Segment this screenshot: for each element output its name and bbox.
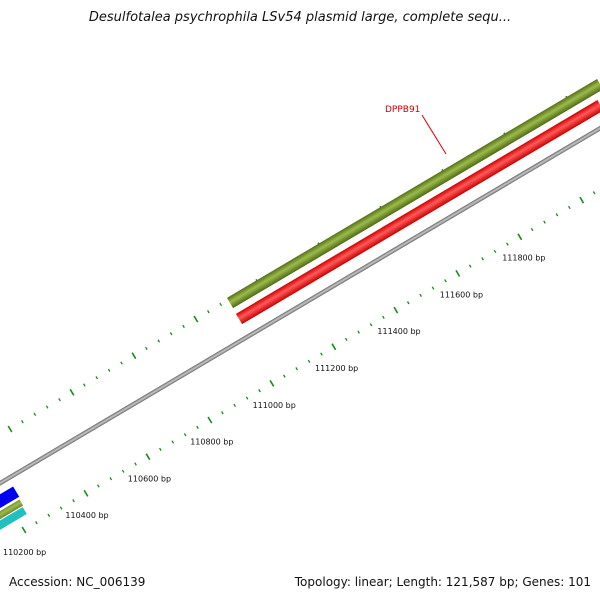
inner-tick [530, 227, 534, 232]
outer-tick [7, 425, 13, 433]
outer-tick [95, 376, 99, 380]
inner-tick [431, 286, 435, 290]
scale-label: 110200 bp [3, 548, 46, 557]
inner-tick [196, 425, 199, 430]
gene-feature-forward[interactable] [226, 78, 600, 309]
inner-tick [47, 513, 51, 517]
outer-tick [21, 420, 24, 424]
inner-tick [183, 433, 187, 437]
inner-tick [245, 396, 249, 400]
outer-tick [207, 310, 210, 314]
accession-label: Accession: NC_006139 [9, 575, 146, 589]
inner-tick [307, 359, 311, 364]
inner-tick [83, 489, 89, 497]
inner-tick [455, 269, 461, 277]
inner-tick [72, 499, 75, 503]
inner-tick [393, 306, 399, 314]
gene-feature-reverse[interactable] [235, 100, 600, 325]
gene-label-dppb91[interactable]: DPPB91 [385, 105, 420, 115]
gene-feature-blue[interactable] [0, 486, 20, 519]
inner-tick [419, 293, 422, 298]
inner-tick [121, 469, 125, 473]
sequence-backbone [0, 106, 600, 497]
inner-tick [517, 233, 523, 241]
inner-tick [171, 440, 175, 444]
inner-tick [109, 477, 113, 481]
outer-tick [193, 315, 199, 323]
inner-tick [331, 343, 337, 351]
inner-tick [382, 315, 385, 320]
inner-tick-track [21, 191, 596, 534]
inner-tick [406, 301, 410, 305]
inner-tick [481, 257, 484, 261]
outer-tick [219, 302, 223, 307]
inner-tick [568, 205, 571, 210]
inner-tick [207, 416, 213, 424]
inner-tick [555, 213, 559, 217]
outer-tick [69, 388, 75, 396]
inner-tick [543, 220, 546, 224]
topology-stats: Topology: linear; Length: 121,587 bp; Ge… [294, 575, 591, 589]
inner-tick [493, 249, 497, 254]
outer-tick [145, 346, 148, 351]
scale-label: 110400 bp [65, 511, 108, 520]
inner-tick [295, 367, 298, 371]
scale-label: 111600 bp [440, 290, 483, 299]
inner-tick [145, 453, 151, 461]
inner-tick [320, 352, 323, 356]
scale-label: 111200 bp [315, 364, 358, 373]
inner-tick [59, 506, 63, 510]
inner-tick [282, 374, 286, 378]
map-title: Desulfotalea psychrophila LSv54 plasmid … [88, 10, 512, 25]
gene-label-leader [421, 114, 447, 155]
inner-tick [21, 526, 27, 534]
scale-labels: 110200 bp 110400 bp 110600 bp 110800 bp 1110… [3, 254, 545, 557]
scale-label: 110600 bp [128, 474, 171, 483]
inner-tick [344, 337, 348, 342]
gene-feature-cyan[interactable] [0, 507, 27, 541]
outer-tick [45, 405, 49, 409]
inner-tick [369, 323, 373, 327]
outer-tick [107, 368, 111, 372]
inner-tick [258, 389, 261, 393]
inner-tick [579, 196, 585, 204]
inner-tick [221, 411, 224, 415]
inner-tick [468, 264, 472, 268]
inner-tick [444, 279, 447, 283]
scale-label: 110800 bp [190, 438, 233, 447]
outer-tick [83, 383, 86, 387]
inner-tick [233, 403, 237, 408]
outer-tick [169, 332, 173, 336]
scale-label: 111000 bp [253, 401, 296, 410]
inner-tick [592, 191, 596, 195]
scale-label: 111800 bp [502, 254, 545, 263]
inner-tick [35, 521, 38, 525]
inner-tick [134, 462, 137, 466]
outer-tick [182, 324, 185, 329]
outer-tick [157, 339, 161, 343]
outer-tick [58, 398, 61, 402]
outer-tick [33, 412, 37, 416]
outer-tick [131, 352, 137, 360]
outer-tick [120, 361, 123, 365]
scale-label: 111400 bp [377, 327, 420, 336]
inner-tick [269, 379, 275, 387]
gene-feature-olive-small[interactable] [0, 499, 24, 531]
inner-tick [357, 330, 360, 334]
inner-tick [97, 484, 100, 488]
inner-tick [159, 447, 162, 452]
inner-tick [506, 242, 509, 246]
